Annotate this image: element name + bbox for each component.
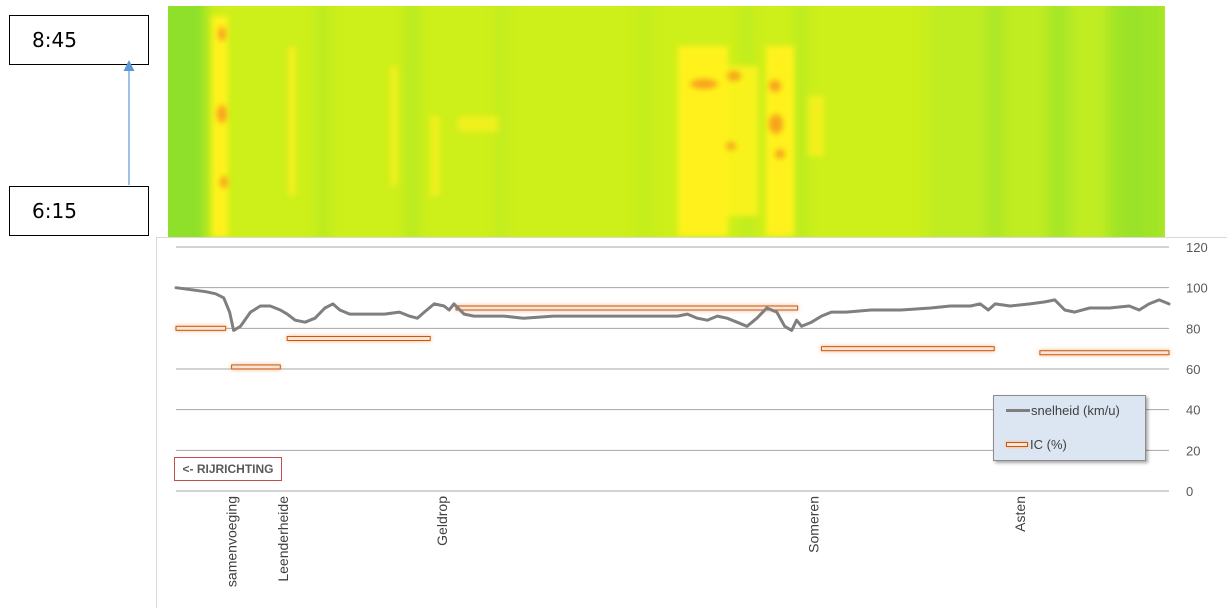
legend-entry-ic: IC (%) bbox=[1006, 437, 1067, 452]
y-tick-label: 80 bbox=[1186, 321, 1200, 336]
time-label-start: 6:15 bbox=[9, 186, 149, 236]
location-labels: samenvoeging Leenderheide Geldrop Someren As… bbox=[224, 496, 1028, 587]
y-tick-label: 40 bbox=[1186, 403, 1200, 418]
speed-line bbox=[174, 286, 1171, 332]
location-label: samenvoeging bbox=[224, 496, 240, 587]
speed-series bbox=[174, 286, 1171, 332]
heatmap-green-bands bbox=[168, 6, 1165, 237]
ic-segment bbox=[175, 325, 227, 331]
y-tick-label: 60 bbox=[1186, 362, 1200, 377]
y-tick-label: 20 bbox=[1186, 443, 1200, 458]
heatmap-orange-spots bbox=[217, 27, 785, 188]
direction-label: <- RIJRICHTING bbox=[174, 457, 282, 481]
speed-heatmap bbox=[168, 6, 1165, 237]
location-label: Asten bbox=[1012, 496, 1028, 532]
heatmap-yellow-zones bbox=[212, 16, 824, 237]
ic-segment bbox=[1039, 350, 1170, 356]
time-arrow-head bbox=[123, 60, 135, 71]
y-tick-label: 0 bbox=[1186, 484, 1193, 499]
legend-entry-speed: snelheid (km/u) bbox=[1006, 403, 1120, 418]
location-label: Leenderheide bbox=[275, 496, 291, 582]
ic-segment bbox=[286, 336, 431, 341]
ic-segment bbox=[820, 346, 995, 352]
time-label-end: 8:45 bbox=[9, 15, 149, 65]
ic-segment bbox=[231, 364, 281, 370]
chart-panel bbox=[156, 237, 1227, 608]
ic-segment bbox=[455, 305, 799, 311]
legend-swatch-ic bbox=[1006, 442, 1028, 447]
y-tick-label: 120 bbox=[1186, 240, 1208, 255]
chart-legend: snelheid (km/u) IC (%) bbox=[993, 395, 1146, 461]
ic-series bbox=[175, 305, 1170, 370]
y-tick-label: 100 bbox=[1186, 281, 1208, 296]
legend-text-speed: snelheid (km/u) bbox=[1031, 403, 1120, 418]
time-arrow bbox=[123, 60, 135, 185]
location-label: Someren bbox=[806, 496, 822, 553]
location-label: Geldrop bbox=[434, 496, 450, 546]
chart-gridlines bbox=[176, 246, 1169, 492]
legend-swatch-speed bbox=[1006, 409, 1030, 412]
time-start-text: 6:15 bbox=[32, 199, 77, 223]
y-axis-ticks: 0 20 40 60 80 100 120 bbox=[1186, 240, 1208, 499]
time-end-text: 8:45 bbox=[32, 28, 77, 52]
legend-text-ic: IC (%) bbox=[1030, 437, 1067, 452]
